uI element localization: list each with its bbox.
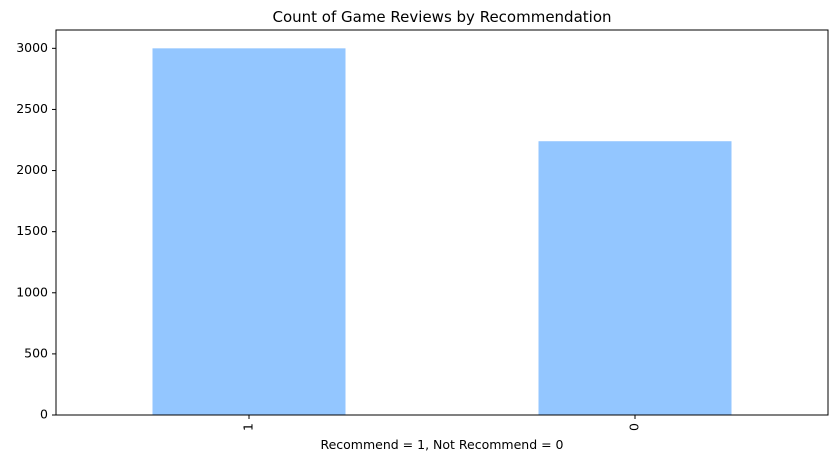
y-tick-label: 2000	[16, 162, 48, 177]
plot-frame	[55, 29, 829, 416]
bar-0	[538, 141, 732, 415]
y-axis: 0 500 1000 1500 2000 2500 3000	[16, 40, 56, 422]
y-tick-label: 1000	[16, 284, 48, 299]
bar-1	[152, 48, 346, 415]
x-axis-label: Recommend = 1, Not Recommend = 0	[320, 437, 563, 452]
chart-title: Count of Game Reviews by Recommendation	[272, 8, 611, 26]
y-tick-label: 1500	[16, 223, 48, 238]
y-tick-label: 0	[40, 407, 48, 422]
x-tick-label: 0	[627, 423, 642, 431]
x-tick-label: 1	[241, 423, 256, 431]
y-tick-label: 3000	[16, 40, 48, 55]
y-tick-label: 2500	[16, 101, 48, 116]
bars-group	[152, 48, 732, 415]
y-tick-label: 500	[24, 345, 48, 360]
